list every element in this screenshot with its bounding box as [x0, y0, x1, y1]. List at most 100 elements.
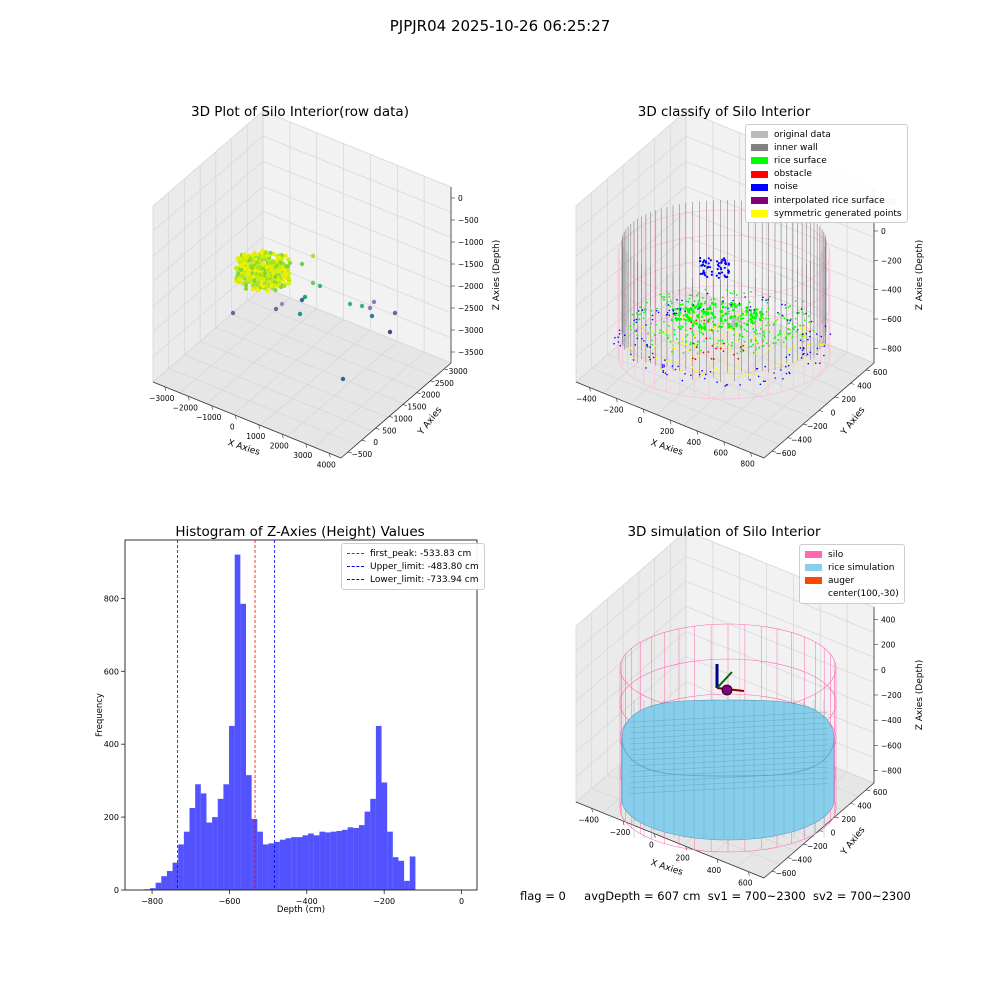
symmetric-point [641, 325, 644, 328]
symmetric-point [762, 342, 765, 345]
z-tick-label: 400 [881, 616, 896, 625]
raw-point [245, 253, 250, 258]
histogram-bar [342, 829, 348, 890]
histogram-bar [313, 835, 320, 890]
histogram-bar [155, 882, 162, 890]
symmetric-point [751, 368, 753, 371]
obstacle-point [722, 350, 725, 353]
rice-surface-point [765, 317, 767, 320]
noise-point [785, 372, 788, 375]
raw-point [263, 250, 268, 255]
symmetric-point [815, 350, 817, 353]
rice-surface-core-point [759, 314, 763, 317]
rice-surface-point [758, 346, 761, 349]
obstacle-point [710, 329, 713, 332]
rice-surface-core-point [741, 312, 745, 316]
rice-surface-point [726, 305, 729, 308]
raw-point [235, 266, 240, 271]
raw-outlier-point [369, 313, 375, 319]
rice-surface-point [801, 335, 804, 338]
auger-axis-y [716, 671, 733, 689]
noise-point [820, 335, 823, 338]
rice-surface-point [709, 305, 712, 307]
rice-surface-point [795, 330, 798, 333]
rice-surface-point [750, 345, 753, 348]
x-tick-mark [328, 453, 331, 458]
x-tick-mark [654, 833, 656, 838]
raw-point [238, 264, 244, 269]
symmetric-point [738, 367, 741, 370]
noise-point [632, 359, 635, 361]
gridline [260, 330, 371, 426]
rice-surface-core-point [734, 305, 738, 308]
y-tick-mark [818, 410, 824, 412]
rice-surface-point [659, 293, 661, 296]
rice-surface-point [736, 304, 739, 306]
noise-point [619, 344, 622, 347]
raw-outlier-point [310, 253, 316, 259]
noise-point [674, 368, 677, 371]
y-tick-mark [787, 857, 792, 859]
gridline [152, 135, 264, 232]
noise-point [651, 318, 654, 321]
rice-surface-point [721, 339, 724, 342]
rice-surface-point [658, 332, 661, 335]
rice-surface-point [752, 343, 754, 346]
noise-point [767, 298, 769, 301]
raw-outlier-point [317, 283, 323, 289]
y-tick-label: 400 [104, 740, 119, 749]
z-tick-label: −1000 [458, 238, 484, 247]
x-tick-mark [748, 871, 750, 876]
rice-surface-point [788, 328, 791, 331]
rice-surface-core-point [707, 307, 711, 311]
rice-surface-core-point [713, 315, 717, 319]
symmetric-point [681, 341, 683, 344]
rice-mesh-line [629, 711, 829, 723]
rice-surface-point [794, 317, 797, 320]
histogram-bar [178, 844, 184, 890]
legend-label: rice simulation [828, 562, 895, 573]
rice-surface-core-point [745, 306, 749, 310]
rice-surface-point [708, 329, 711, 332]
raw-point [255, 265, 261, 270]
rice-surface-point [673, 329, 676, 331]
noise-point [757, 375, 760, 378]
symmetric-point [681, 316, 684, 319]
gridline [575, 161, 687, 257]
rice-surface-point [696, 352, 699, 355]
noise-point [738, 302, 741, 305]
original-point [739, 324, 742, 327]
symmetric-point [766, 323, 769, 326]
rice-surface-point [796, 308, 799, 311]
raw-point [281, 274, 287, 279]
obstacle-point [712, 358, 715, 360]
noise-point [635, 321, 638, 324]
raw-outlier-point [299, 297, 305, 303]
y-tick-mark [818, 830, 824, 832]
gridline [685, 631, 875, 708]
noise-point [645, 344, 648, 347]
noise-point [789, 319, 792, 321]
noise-point [657, 311, 660, 314]
rice-surface-point [635, 312, 638, 315]
raw-point [250, 265, 255, 270]
symmetric-point [663, 332, 666, 334]
y-tick-mark [834, 396, 839, 399]
rice-surface-point [743, 328, 746, 331]
y-tick-mark [402, 404, 407, 406]
z-tick-label: −600 [881, 315, 902, 324]
histogram-bar [308, 833, 314, 890]
symmetric-point [776, 319, 779, 322]
raw-point [251, 256, 256, 261]
x-axis-label: Depth (cm) [277, 905, 325, 915]
raw-point [242, 252, 247, 257]
classify-silo-wire-ring [617, 285, 831, 375]
symmetric-point [728, 350, 731, 353]
gridline [685, 286, 875, 364]
rice-surface-point [716, 346, 719, 349]
rice-surface-core-point [700, 309, 704, 313]
noise-point [702, 260, 705, 264]
rice-surface-point [789, 332, 792, 335]
y-tick-mark [389, 416, 394, 418]
x-tick-label: −1000 [196, 413, 222, 422]
